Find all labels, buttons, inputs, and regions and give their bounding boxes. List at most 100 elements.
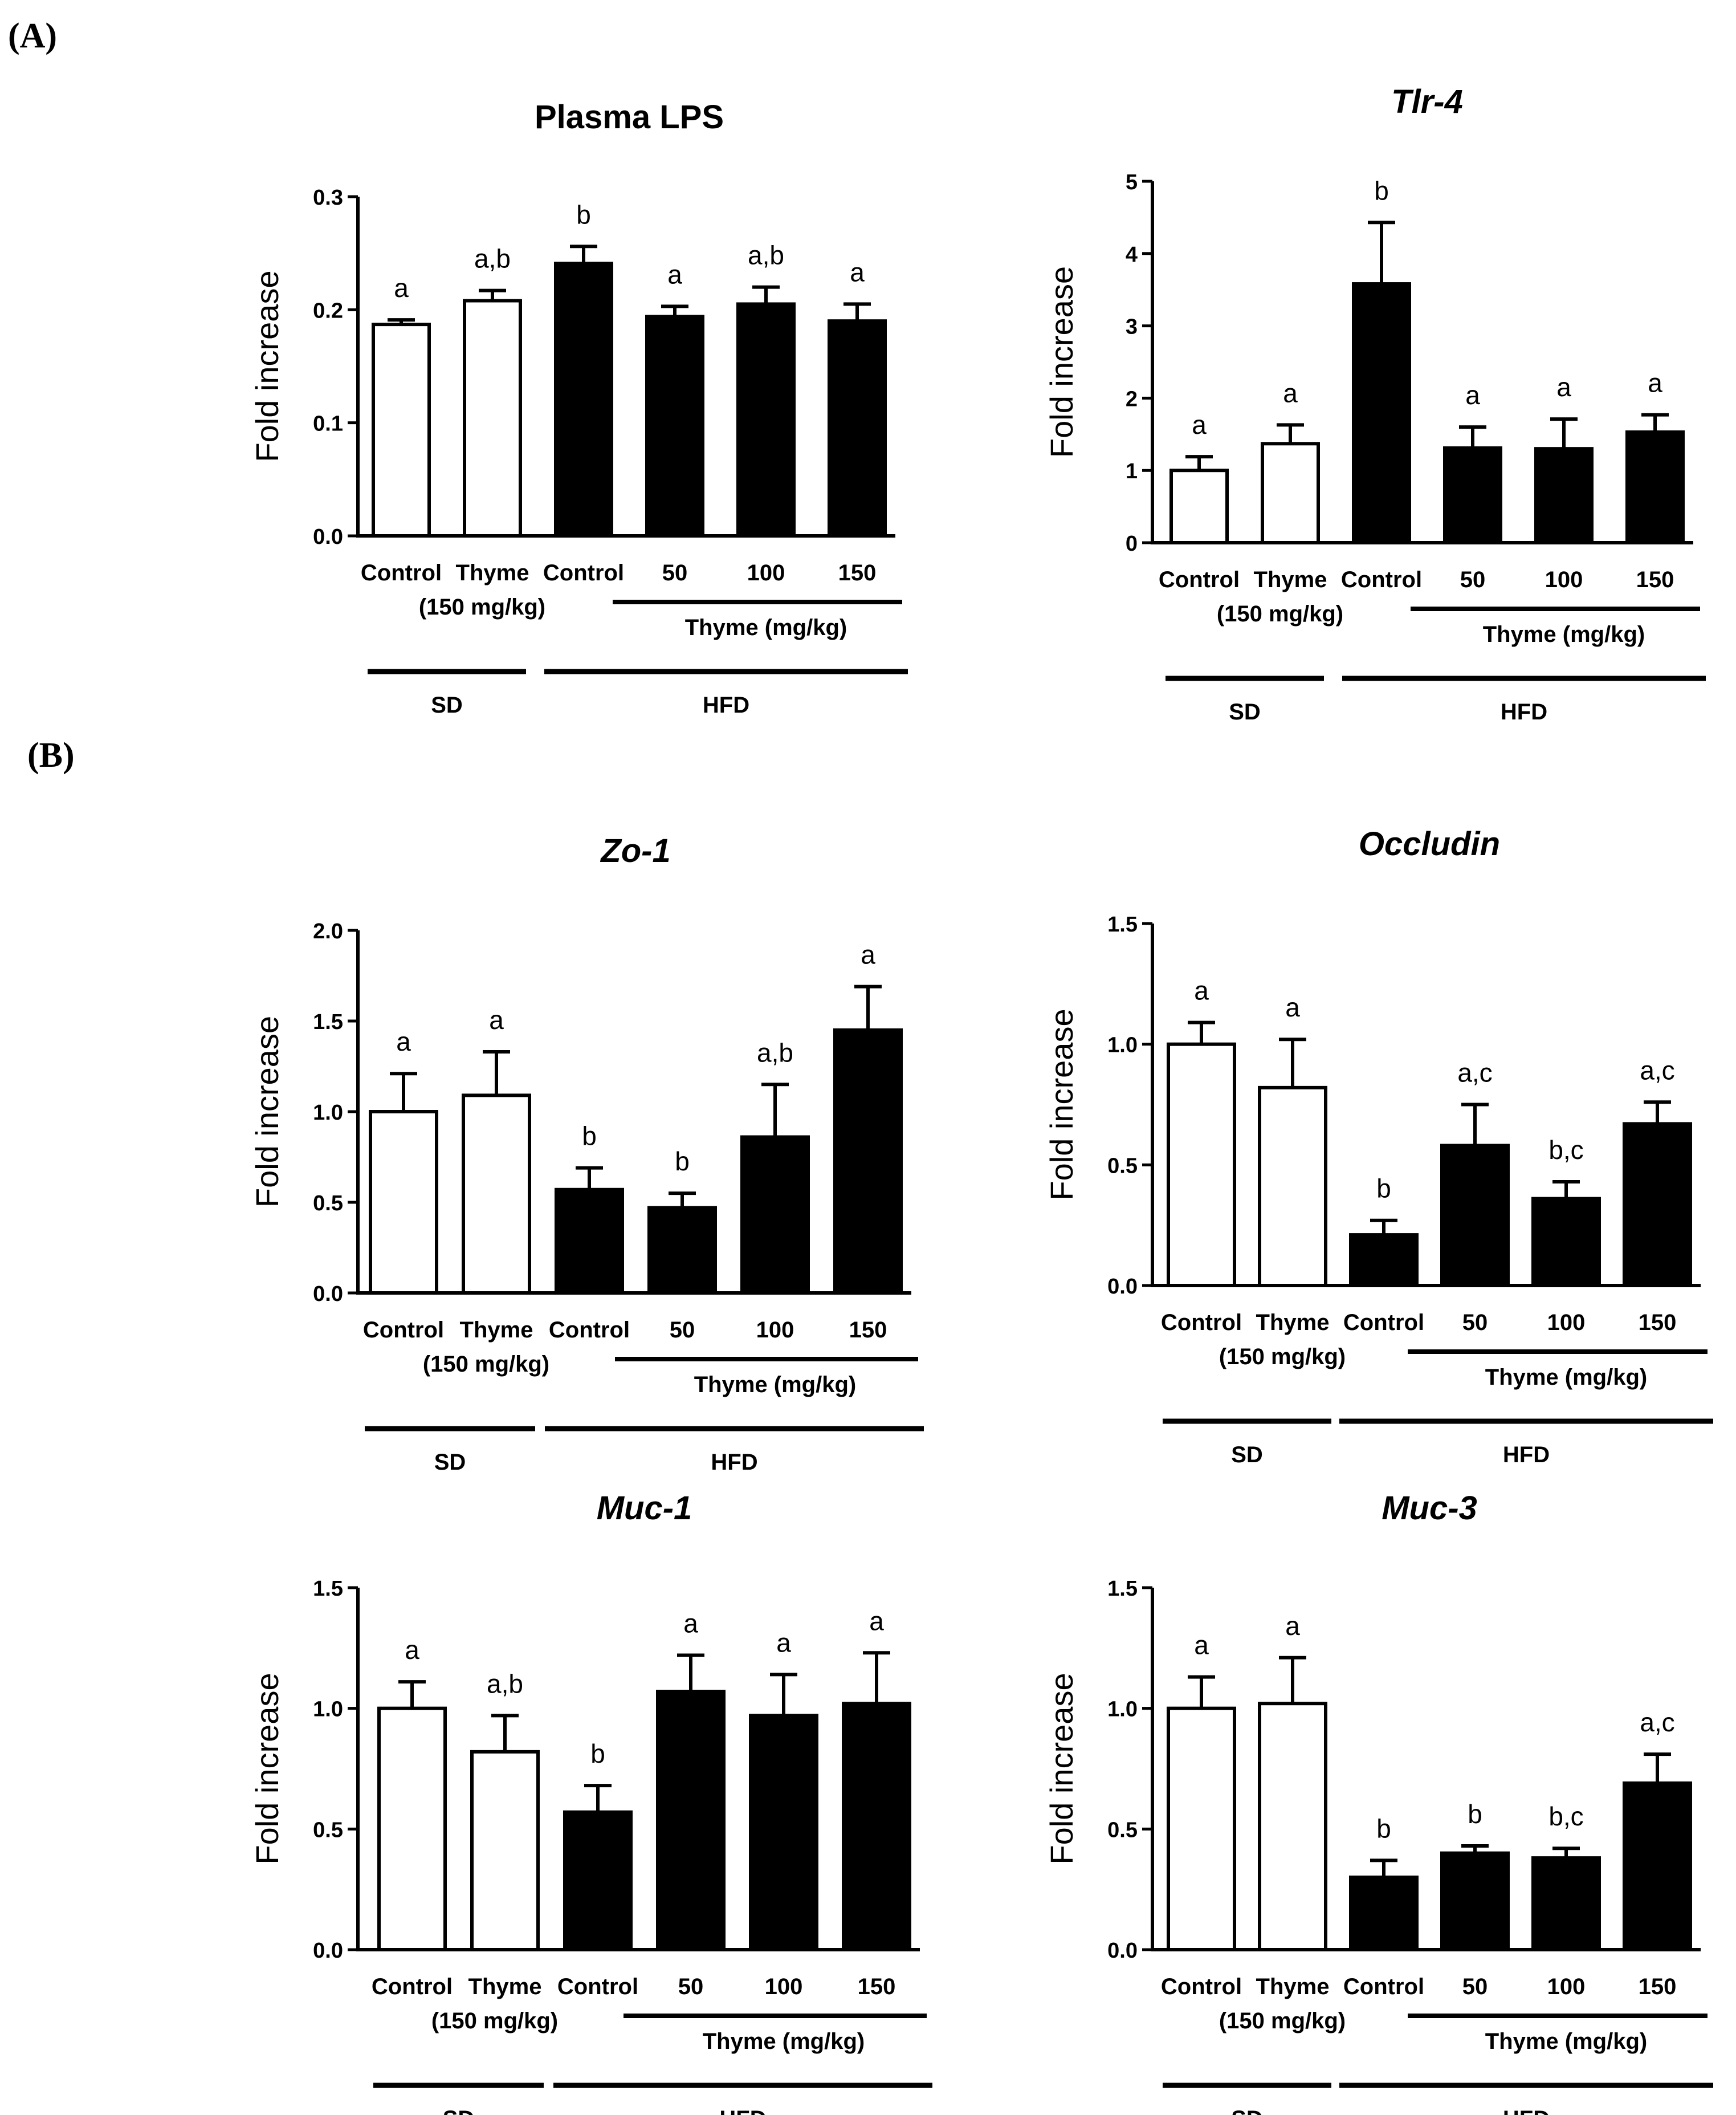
x-category-label: Control	[543, 560, 624, 585]
x-category-label: Control	[1161, 1974, 1242, 1999]
significance-label: a	[396, 1027, 411, 1056]
y-axis-label: Fold increase	[1044, 266, 1079, 458]
significance-label: a	[1283, 378, 1298, 408]
x-category-label: 150	[1636, 567, 1674, 592]
thyme-group-label: Thyme (mg/kg)	[703, 2029, 865, 2054]
significance-label: a	[1556, 372, 1571, 402]
y-tick-label: 0.5	[313, 1818, 343, 1842]
significance-label: b	[1376, 1174, 1391, 1203]
bar	[749, 1714, 818, 1952]
significance-label: a	[1192, 410, 1207, 440]
x-category-label: Control	[372, 1974, 453, 1999]
bar	[740, 1135, 810, 1295]
significance-label: a	[850, 257, 865, 287]
x-category-label: 100	[1547, 1974, 1586, 1999]
bar	[1625, 430, 1685, 544]
y-tick-label: 4	[1126, 243, 1138, 267]
thyme-dose-label: (150 mg/kg)	[1217, 601, 1343, 627]
x-category-label: 100	[747, 560, 785, 585]
significance-label: a,c	[1640, 1707, 1674, 1737]
y-axis-label: Fold increase	[1044, 1008, 1079, 1200]
thyme-dose-label: (150 mg/kg)	[1219, 1344, 1346, 1369]
y-tick-label: 2	[1126, 387, 1138, 411]
bar	[647, 1206, 717, 1295]
significance-label: a	[667, 259, 682, 289]
x-category-label: Control	[1159, 567, 1240, 592]
x-category-label: Thyme	[460, 1317, 533, 1343]
significance-label: b,c	[1548, 1801, 1583, 1831]
y-axis-label: Fold increase	[249, 1673, 285, 1864]
y-tick-label: 0.3	[313, 186, 343, 210]
thyme-dose-label: (150 mg/kg)	[1219, 2008, 1346, 2033]
y-tick-label: 0.5	[1107, 1818, 1138, 1842]
bar	[1261, 442, 1320, 544]
y-axis-label: Fold increase	[1044, 1673, 1079, 1864]
chart-title: Muc-3	[1382, 1490, 1477, 1527]
bar	[842, 1702, 911, 1951]
bar	[369, 1110, 438, 1295]
x-category-label: Control	[1341, 567, 1422, 592]
panel-label-b: (B)	[27, 736, 75, 775]
x-category-label: 150	[1639, 1974, 1677, 1999]
bar	[1167, 1042, 1236, 1287]
bar	[1349, 1233, 1419, 1288]
x-category-label: 50	[678, 1974, 704, 1999]
x-category-label: Control	[1343, 1974, 1424, 1999]
thyme-dose-label: (150 mg/kg)	[431, 2008, 558, 2033]
significance-label: b	[590, 1739, 605, 1768]
x-category-label: 100	[1547, 1310, 1586, 1335]
bar	[1623, 1122, 1692, 1288]
x-category-label: 100	[756, 1317, 794, 1343]
x-category-label: Control	[1161, 1310, 1242, 1335]
bar	[1167, 1706, 1236, 1952]
y-tick-label: 1.0	[1107, 1698, 1138, 1722]
significance-label: a	[489, 1005, 504, 1035]
y-tick-label: 1.5	[313, 1577, 343, 1601]
y-tick-label: 1.0	[1107, 1034, 1138, 1058]
panel-label-a: (A)	[8, 17, 58, 55]
bar	[1169, 469, 1229, 545]
hfd-group-label: HFD	[1503, 1442, 1550, 1467]
y-axis-label: Fold increase	[249, 270, 285, 462]
significance-label: a	[1194, 976, 1209, 1006]
x-category-label: 150	[838, 560, 877, 585]
bar	[1443, 446, 1502, 545]
chart-4: Muc-1 Fold increase 0.0 0.5 1.0 1.5 a a,b b a a a Co…	[249, 1490, 932, 2115]
bar	[833, 1028, 903, 1295]
x-category-label: 50	[670, 1317, 695, 1343]
significance-label: a	[1648, 368, 1662, 398]
x-category-label: 50	[662, 560, 688, 585]
significance-label: b	[576, 200, 591, 229]
bar	[1534, 447, 1594, 544]
y-tick-label: 1.5	[1107, 1577, 1138, 1601]
bar	[372, 323, 431, 538]
significance-label: a,b	[748, 241, 784, 270]
y-tick-label: 0.0	[1107, 1275, 1138, 1299]
chart-0: Plasma LPS Fold increase 0.0 0.1 0.2 0.3 a a,b b…	[249, 99, 908, 718]
significance-label: a	[776, 1628, 791, 1657]
significance-label: a,b	[487, 1669, 523, 1698]
significance-label: a,c	[1640, 1055, 1674, 1085]
y-tick-label: 0.5	[1107, 1154, 1138, 1178]
bar	[1440, 1851, 1510, 1952]
bar	[1623, 1781, 1692, 1951]
x-category-label: 50	[1460, 567, 1486, 592]
chart-title: Plasma LPS	[535, 99, 724, 136]
sd-group-label: SD	[1231, 1442, 1263, 1467]
significance-label: a	[683, 1609, 698, 1638]
x-category-label: 50	[1462, 1974, 1488, 1999]
significance-label: b	[582, 1121, 597, 1151]
chart-title: Zo-1	[600, 832, 670, 869]
bar	[462, 1093, 531, 1295]
chart-title: Occludin	[1359, 825, 1500, 863]
thyme-group-label: Thyme (mg/kg)	[685, 615, 847, 640]
y-tick-label: 1.0	[313, 1698, 343, 1722]
y-tick-label: 0.1	[313, 412, 343, 436]
chart-3: Occludin Fold increase 0.0 0.5 1.0 1.5 a a b a,c b…	[1044, 825, 1713, 1467]
bar	[1258, 1702, 1327, 1951]
bar	[828, 319, 887, 538]
significance-label: b	[675, 1146, 690, 1176]
y-tick-label: 3	[1126, 315, 1138, 339]
x-category-label: Control	[363, 1317, 444, 1343]
sd-group-label: SD	[431, 693, 463, 718]
